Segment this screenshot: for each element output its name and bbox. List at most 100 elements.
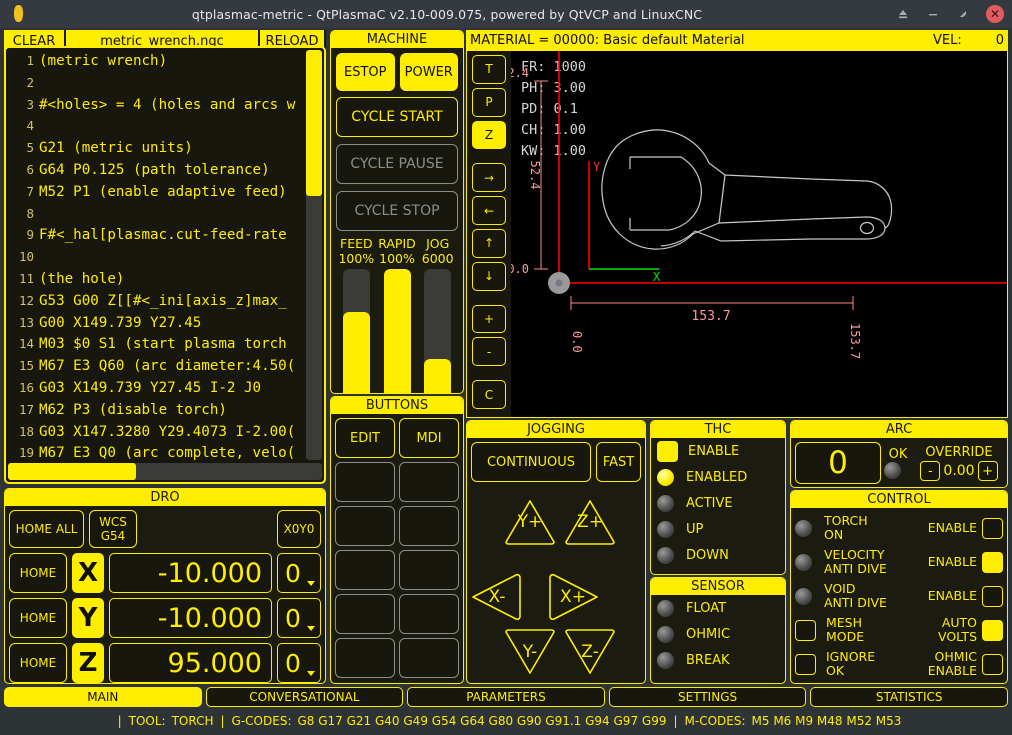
user-button-edit[interactable]: EDIT — [335, 418, 395, 458]
tab-conversational[interactable]: CONVERSATIONAL — [205, 687, 404, 707]
control-right-checkbox[interactable] — [982, 653, 1003, 675]
zoom-in-button[interactable]: + — [472, 304, 506, 334]
control-right-checkbox[interactable] — [982, 585, 1003, 607]
close-icon: ✕ — [986, 5, 1004, 23]
jog-y-minus-button[interactable]: Y- — [503, 628, 557, 676]
gcode-line-number: 18 — [18, 423, 34, 439]
user-button-empty-2[interactable] — [335, 462, 395, 502]
arc-override-minus-button[interactable]: - — [920, 461, 941, 481]
jog-y-plus-label: Y+ — [517, 512, 543, 532]
user-button-empty-9[interactable] — [399, 594, 459, 634]
thc-title: THC — [651, 421, 785, 438]
maximize-icon[interactable] — [948, 0, 978, 28]
home-all-button[interactable]: HOME ALL — [9, 510, 84, 548]
home-axis-button[interactable]: HOME — [9, 643, 67, 683]
axis-letter-button[interactable]: Y — [72, 598, 104, 638]
axis-offset-select[interactable]: 0 — [277, 598, 321, 638]
cycle-start-button[interactable]: CYCLE START — [336, 97, 458, 137]
home-axis-button[interactable]: HOME — [9, 553, 67, 593]
jog-z-minus-button[interactable]: Z- — [563, 628, 617, 676]
override-slider-rapid[interactable] — [377, 269, 418, 393]
jog-x-plus-button[interactable]: X+ — [546, 573, 600, 621]
jog-z-plus-button[interactable]: Z+ — [563, 498, 617, 546]
zoom-out-button[interactable]: - — [472, 337, 506, 367]
close-button[interactable]: ✕ — [978, 0, 1012, 28]
jog-speed-button[interactable]: FAST — [596, 442, 641, 482]
thc-checkbox[interactable] — [657, 440, 678, 462]
gcode-horizontal-scrollbar[interactable] — [8, 463, 322, 480]
estop-button[interactable]: ESTOP — [336, 53, 395, 91]
control-rows: TORCH ON ENABLE VELOCITY ANTI DIVE ENABLE VOID… — [791, 508, 1007, 683]
pan-right-button[interactable]: → — [472, 163, 506, 193]
gcode-horizontal-scroll-thumb[interactable] — [8, 463, 136, 480]
wcs-button[interactable]: WCS G54 — [89, 510, 137, 548]
jog-mode-button[interactable]: CONTINUOUS — [471, 442, 591, 482]
axis-value-display[interactable]: 95.000 — [109, 643, 272, 683]
axis-offset-select[interactable]: 0 — [277, 553, 321, 593]
jog-x-minus-button[interactable]: X- — [470, 573, 524, 621]
jog-y-plus-button[interactable]: Y+ — [503, 498, 557, 546]
control-right-checkbox[interactable] — [982, 551, 1003, 573]
thc-label: ACTIVE — [686, 495, 733, 511]
material-info-text: FR: 1000 PH: 3.00 PD: 0.1 CH: 1.00 KW: 1… — [521, 59, 587, 159]
machine-title: MACHINE — [331, 31, 463, 48]
view-top-button[interactable]: T — [472, 55, 506, 84]
gcode-line-number: 10 — [18, 249, 34, 265]
axis-value-display[interactable]: -10.000 — [109, 598, 272, 638]
view-perspective-button[interactable]: P — [472, 87, 506, 117]
user-button-mdi[interactable]: MDI — [399, 418, 459, 458]
control-right-checkbox[interactable] — [982, 619, 1003, 641]
override-slider-feed[interactable] — [336, 269, 377, 393]
user-button-empty-5[interactable] — [399, 506, 459, 546]
user-button-empty-10[interactable] — [335, 638, 395, 678]
axis-value-display[interactable]: -10.000 — [109, 553, 272, 593]
user-button-empty-7[interactable] — [399, 550, 459, 590]
slider-track[interactable] — [383, 269, 411, 393]
gcode-preview-canvas[interactable]: FR: 1000 PH: 3.00 PD: 0.1 CH: 1.00 KW: 1… — [511, 51, 1007, 417]
view-clear-button[interactable]: C — [472, 380, 506, 409]
control-right: OHMIC ENABLE — [909, 650, 1003, 678]
power-button[interactable]: POWER — [399, 53, 458, 91]
thc-row-enable[interactable]: ENABLE — [651, 438, 785, 464]
control-left-label: VOID ANTI DIVE — [824, 581, 887, 610]
control-left-label: IGNORE OK — [826, 649, 876, 678]
dro-panel: DRO HOME ALL WCS G54 X0Y0 HOME X -10.000 0 H… — [4, 488, 326, 684]
gcode-vertical-scroll-thumb[interactable] — [306, 50, 322, 196]
user-button-empty-4[interactable] — [335, 506, 395, 546]
arc-override-plus-button[interactable]: + — [977, 461, 998, 481]
user-button-empty-3[interactable] — [399, 462, 459, 502]
always-on-top-icon[interactable] — [888, 0, 918, 28]
arc-override-value: 0.00 — [943, 463, 975, 479]
axis-offset-select[interactable]: 0 — [277, 643, 321, 683]
user-button-empty-8[interactable] — [335, 594, 395, 634]
control-right-checkbox[interactable] — [982, 517, 1003, 539]
control-left-checkbox[interactable] — [795, 653, 816, 675]
gcode-line: 16 G03 X149.739 Y27.45 I-2 J0 — [8, 377, 304, 399]
home-axis-button[interactable]: HOME — [9, 598, 67, 638]
tab-parameters[interactable]: PARAMETERS — [407, 687, 605, 707]
view-z-button[interactable]: Z — [472, 120, 506, 150]
tab-main[interactable]: MAIN — [4, 687, 202, 707]
minimize-icon[interactable] — [918, 0, 948, 28]
control-left-checkbox[interactable] — [795, 619, 816, 641]
tab-statistics[interactable]: STATISTICS — [810, 687, 1008, 707]
gcode-vertical-scrollbar[interactable] — [306, 50, 322, 460]
override-slider-jog[interactable] — [417, 269, 458, 393]
user-button-empty-6[interactable] — [335, 550, 395, 590]
user-button-empty-11[interactable] — [399, 638, 459, 678]
pan-down-button[interactable]: ↓ — [472, 261, 506, 291]
gcode-editor[interactable]: 1 (metric wrench) 2 3 #<holes> = 4 (holes an… — [4, 46, 326, 484]
gcode-line: 10 — [8, 246, 304, 268]
gcode-line: 5 G21 (metric units) — [8, 137, 304, 159]
control-left: VOID ANTI DIVE — [795, 582, 909, 610]
tab-settings[interactable]: SETTINGS — [608, 687, 807, 707]
gcode-line-number: 3 — [26, 96, 34, 112]
slider-track[interactable] — [342, 269, 370, 393]
pan-left-button[interactable]: ← — [472, 196, 506, 225]
slider-track[interactable] — [424, 269, 452, 393]
x0y0-button[interactable]: X0Y0 — [277, 510, 321, 548]
axis-letter-button[interactable]: X — [72, 553, 104, 593]
material-bar[interactable]: MATERIAL = 00000: Basic default Material… — [466, 30, 1008, 50]
axis-letter-button[interactable]: Z — [72, 643, 104, 683]
pan-up-button[interactable]: ↑ — [472, 229, 506, 258]
